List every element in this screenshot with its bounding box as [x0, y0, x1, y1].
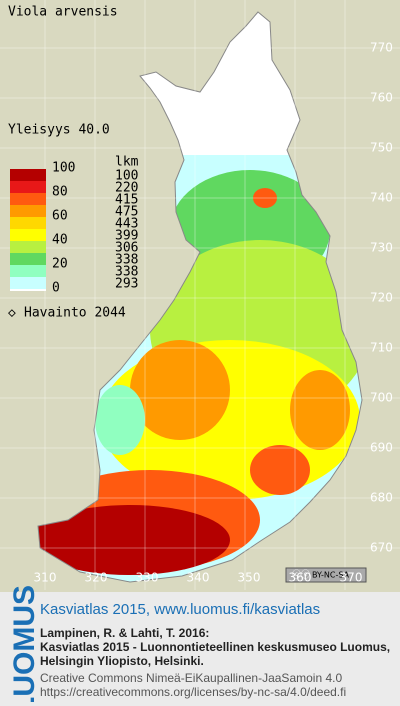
y-axis-label: 720	[370, 291, 393, 305]
x-axis-label: 320	[85, 571, 108, 585]
y-axis-label: 730	[370, 241, 393, 255]
legend-band	[10, 289, 46, 291]
map-grid	[0, 0, 400, 590]
citation-line: Helsingin Yliopisto, Helsinki.	[40, 654, 204, 668]
license-badge-text: BY-NC-SA	[312, 571, 350, 580]
legend-band	[10, 277, 46, 289]
legend-count: 306	[115, 241, 138, 256]
species-name: Viola arvensis	[8, 5, 118, 20]
y-axis-label: 760	[370, 91, 393, 105]
y-axis-label: 750	[370, 141, 393, 155]
x-axis-label: 310	[34, 571, 57, 585]
legend-scale-label: 0	[52, 281, 60, 296]
legend-band	[10, 193, 46, 205]
brand: LUOMUS	[8, 585, 41, 702]
y-axis-label: 700	[370, 391, 393, 405]
legend-scale-label: 40	[52, 233, 68, 248]
y-axis-label: 670	[370, 541, 393, 555]
legend-count: 100	[115, 169, 138, 184]
legend-band	[10, 253, 46, 265]
x-axis-label: 340	[187, 571, 210, 585]
y-axis-label: 680	[370, 491, 393, 505]
legend-band	[10, 181, 46, 193]
legend-band	[10, 169, 46, 181]
legend-count: 399	[115, 229, 138, 244]
legend-count: 338	[115, 253, 138, 268]
legend-count: 293	[115, 277, 138, 292]
atlas-link[interactable]: Kasviatlas 2015, www.luomus.fi/kasviatla…	[40, 601, 320, 618]
legend-count: 338	[115, 265, 138, 280]
y-axis-label: 770	[370, 41, 393, 55]
y-axis-label: 690	[370, 441, 393, 455]
legend-scale-label: 80	[52, 185, 68, 200]
x-axis-label: 330	[136, 571, 159, 585]
x-axis-label: 370	[340, 571, 363, 585]
citation-line: Kasviatlas 2015 - Luonnontieteellinen ke…	[40, 640, 390, 654]
y-axis-label: 740	[370, 191, 393, 205]
frequency: Yleisyys 40.0	[8, 123, 110, 138]
legend-scale-label: 20	[52, 257, 68, 272]
license-badge	[285, 567, 367, 583]
legend-count: 475	[115, 205, 138, 220]
observation-marker: ◇	[8, 306, 16, 321]
legend-band	[10, 265, 46, 277]
count-title: lkm	[115, 155, 139, 170]
legend-scale-label: 60	[52, 209, 68, 224]
license-line: Creative Commons Nimeä-EiKaupallinen-Jaa…	[40, 671, 342, 685]
cc-logo: ⓒⓒ	[292, 570, 310, 581]
legend-band	[10, 241, 46, 253]
legend-scale-label: 100	[52, 161, 75, 176]
legend-band	[10, 217, 46, 229]
legend-count: 220	[115, 181, 138, 196]
legend-count: 415	[115, 193, 138, 208]
legend-band	[10, 205, 46, 217]
legend-band	[10, 229, 46, 241]
x-axis-label: 350	[238, 571, 261, 585]
observation-count: Havainto 2044	[24, 306, 126, 321]
citation-line: Lampinen, R. & Lahti, T. 2016:	[40, 626, 209, 640]
legend-count: 443	[115, 217, 138, 232]
y-axis-label: 710	[370, 341, 393, 355]
x-axis-label: 360	[289, 571, 312, 585]
license-line: https://creativecommons.org/licenses/by-…	[40, 685, 346, 699]
